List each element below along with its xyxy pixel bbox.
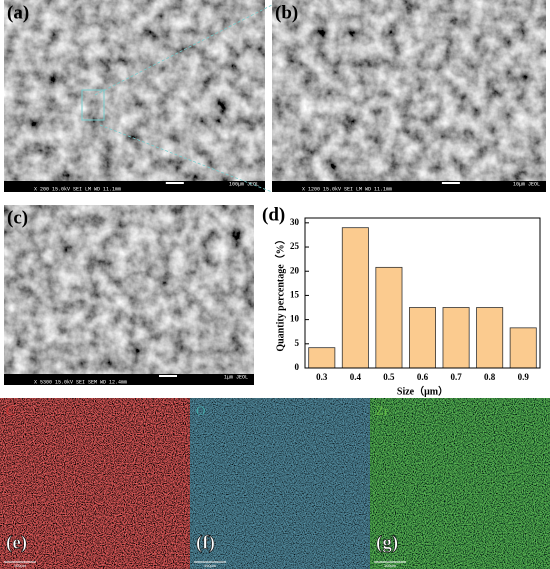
micrograph-texture	[4, 205, 254, 385]
scale-text: 100μm	[204, 563, 217, 568]
y-tick-label: 15	[290, 289, 300, 299]
micrograph-texture	[370, 398, 550, 569]
scale-bar	[441, 182, 460, 184]
micrograph-texture	[272, 0, 546, 192]
bar	[409, 307, 436, 369]
y-tick-label: 30	[290, 217, 300, 227]
zoom-guide	[94, 4, 273, 193]
bar	[442, 307, 470, 369]
y-tick-label: 5	[295, 338, 300, 348]
element-label: Zr	[376, 403, 389, 418]
panel-label: (a)	[7, 2, 29, 23]
x-tick-label: 0.7	[450, 372, 462, 382]
scale-text: 100μm	[14, 563, 27, 568]
micrograph-texture	[4, 0, 265, 192]
panel-label: (e)	[6, 532, 27, 553]
bar	[308, 347, 336, 369]
x-tick-label: 0.5	[383, 372, 395, 382]
scale-bar	[159, 375, 177, 377]
bar-chart: (d) 0 5 10 15 20 25 30 0.3 0.4 0.5 0.6 0.7 0.8 0.9 Size…	[262, 204, 541, 397]
x-tick-label: 0.8	[484, 372, 496, 382]
bar	[375, 266, 403, 369]
scale-text: 100μm	[384, 563, 397, 568]
panel-label: (c)	[7, 207, 28, 228]
panel-label: (g)	[376, 532, 398, 553]
scale-text: 100μm JEOL	[229, 181, 259, 187]
x-tick-label: 0.4	[350, 372, 362, 382]
bar	[341, 227, 369, 369]
y-tick-label: 20	[290, 265, 300, 275]
element-label: C	[6, 403, 15, 418]
info-text: X 5300 15.0kV SEI SEM WD 12.4mm	[34, 379, 127, 385]
plot-frame	[304, 217, 541, 369]
panel-label: (b)	[275, 2, 298, 23]
panel-label: (d)	[262, 204, 285, 225]
info-bar	[4, 181, 265, 192]
x-tick-label: 0.6	[417, 372, 429, 382]
x-axis-label: Size（μm）	[397, 384, 448, 397]
info-bar	[4, 374, 254, 385]
x-tick-label: 0.3	[316, 372, 328, 382]
bar	[509, 327, 537, 369]
info-text: X 200 15.0kV SEI LM WD 11.1mm	[34, 186, 121, 192]
zoom-box	[81, 89, 105, 121]
y-axis-label: Quantity percentage（%）	[273, 234, 286, 351]
scale-text: 1μm JEOL	[224, 374, 248, 380]
scale-text: 10μm JEOL	[513, 181, 540, 187]
bar	[476, 307, 504, 369]
panel-label: (f)	[196, 532, 215, 553]
micrograph-texture	[190, 398, 370, 569]
info-bar	[272, 181, 546, 192]
y-tick-label: 10	[290, 314, 300, 324]
y-tick-label: 0	[295, 362, 300, 372]
element-label: O	[196, 403, 205, 418]
x-tick-label: 0.9	[518, 372, 530, 382]
y-tick-label: 25	[290, 241, 300, 251]
micrograph-texture	[0, 398, 190, 569]
info-text: X 1200 15.0kV SEI LM WD 11.1mm	[302, 186, 392, 192]
scale-bar	[165, 182, 184, 184]
